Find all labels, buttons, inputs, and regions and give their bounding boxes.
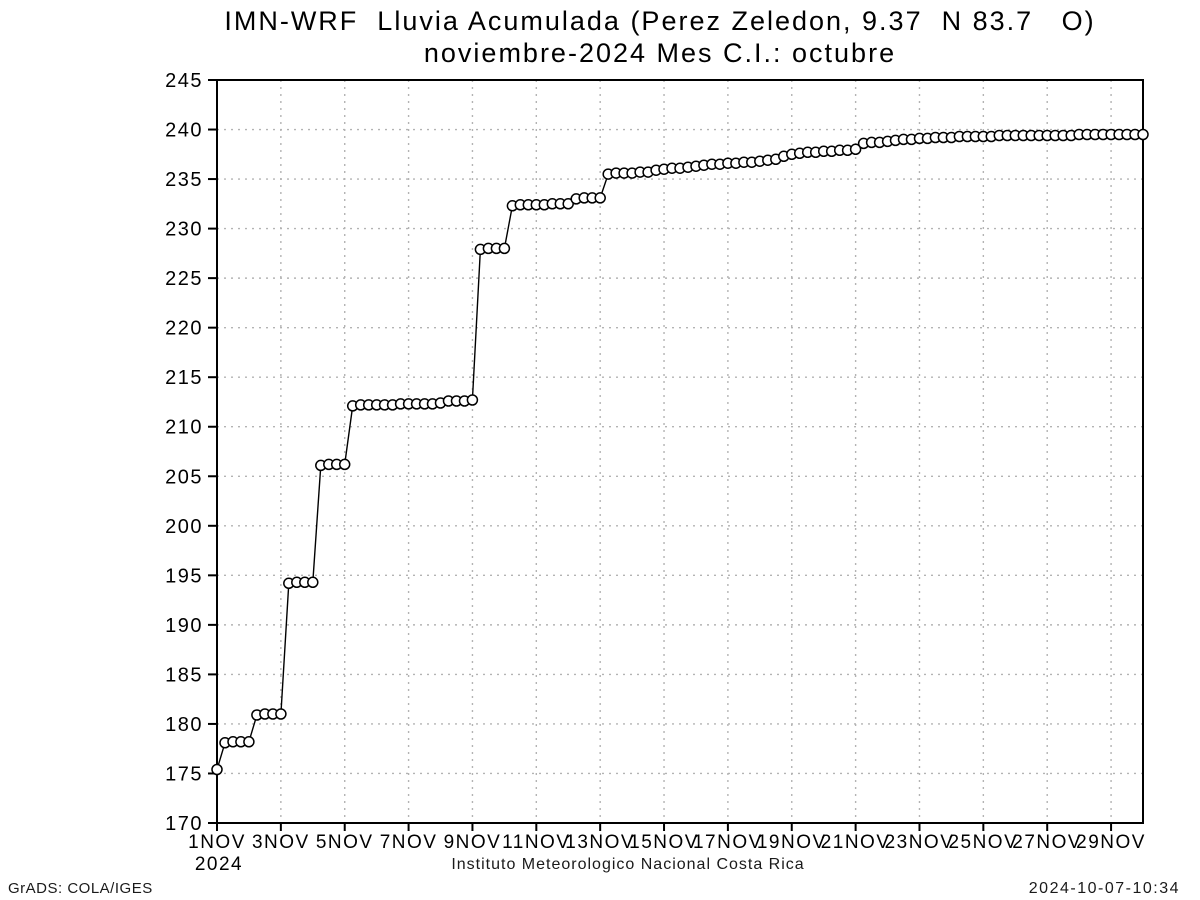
- x-tick-label: 11NOV: [502, 832, 570, 853]
- y-tick-label: 225: [165, 268, 203, 290]
- y-tick-label: 235: [165, 169, 203, 191]
- chart-title: IMN-WRF Lluvia Acumulada (Perez Zeledon,…: [224, 6, 1096, 36]
- chart-subtitle: noviembre-2024 Mes C.I.: octubre: [423, 38, 897, 68]
- x-tick-label: 23NOV: [885, 832, 955, 853]
- x-tick-label: 25NOV: [948, 832, 1018, 853]
- data-point: [211, 763, 223, 776]
- x-tick-label: 5NOV: [316, 832, 374, 853]
- x-tick-label: 29NOV: [1076, 832, 1146, 853]
- plot-box: [216, 79, 1144, 824]
- x-tick-label: 3NOV: [252, 832, 310, 853]
- axis-labels: 170 175 180 185 190 195 200 205 210 215 220 225 230 2…: [165, 70, 1146, 875]
- institute-caption: Instituto Meteorologico Nacional Costa R…: [451, 856, 805, 873]
- data-point: [498, 242, 511, 255]
- y-tick-label: 190: [165, 615, 203, 637]
- y-tick-label: 180: [165, 714, 203, 736]
- grid-lines: [217, 80, 1143, 823]
- x-tick-label: 1NOV: [188, 832, 246, 853]
- y-tick-label: 200: [165, 516, 203, 538]
- x-tick-label: 13NOV: [565, 832, 635, 853]
- x-tick-label: 27NOV: [1012, 832, 1082, 853]
- axis-ticks: [208, 79, 1113, 831]
- data-point: [1137, 128, 1149, 141]
- data-point: [466, 394, 479, 406]
- x-tick-label: 7NOV: [380, 832, 438, 853]
- data-point: [338, 458, 351, 471]
- plot-border: [216, 79, 1144, 824]
- y-tick-label: 195: [165, 565, 203, 587]
- y-tick-label: 245: [165, 70, 203, 92]
- x-tick-label: 9NOV: [444, 832, 502, 853]
- y-tick-label: 240: [165, 120, 203, 142]
- y-tick-label: 185: [165, 664, 203, 686]
- data-point: [594, 192, 606, 204]
- y-tick-label: 230: [165, 219, 203, 241]
- x-tick-label: 19NOV: [757, 832, 827, 853]
- x-axis-year-label: 2024: [195, 854, 243, 875]
- x-tick-label: 21NOV: [821, 832, 891, 853]
- data-point: [275, 708, 287, 720]
- y-tick-label: 175: [165, 763, 203, 785]
- y-tick-label: 220: [165, 318, 203, 340]
- data-point: [849, 143, 862, 156]
- x-tick-label: 15NOV: [629, 832, 699, 853]
- y-tick-label: 215: [165, 367, 203, 389]
- y-tick-label: 205: [165, 466, 203, 488]
- data-point: [243, 736, 255, 748]
- x-tick-label: 17NOV: [693, 832, 763, 853]
- creation-timestamp: 2024-10-07-10:34: [1028, 880, 1180, 897]
- data-series: [211, 128, 1149, 776]
- y-tick-label: 170: [165, 813, 203, 835]
- y-tick-label: 210: [165, 417, 203, 439]
- grads-credit: GrADS: COLA/IGES: [8, 880, 153, 897]
- data-point: [307, 576, 319, 589]
